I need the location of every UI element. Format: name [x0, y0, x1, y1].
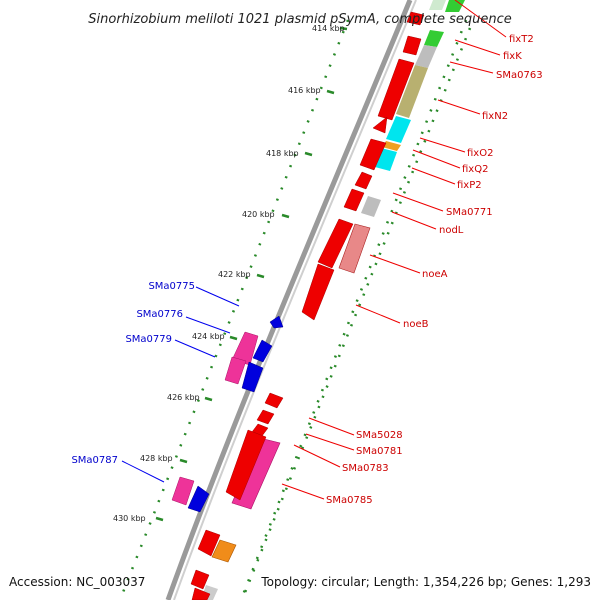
gene-label: SMa0783 [342, 463, 389, 474]
gene-label: fixO2 [467, 148, 493, 159]
gene-label: SMa5028 [356, 430, 403, 441]
label-leaders-left [121, 286, 240, 483]
gene-arrow [241, 361, 264, 393]
kbp-label: 424 kbp [192, 332, 225, 341]
gene-arrow [197, 529, 221, 557]
gene-block [224, 356, 247, 385]
kbp-label: 414 kbp [312, 24, 345, 33]
gene-label: fixT2 [509, 34, 534, 45]
gene-label: SMa0771 [446, 207, 493, 218]
gene-block [361, 196, 381, 217]
gene-label: fixQ2 [462, 164, 488, 175]
gene-labels-right: fixT2 fixK SMa0763 fixN2 fixO2 fixQ2 fix… [326, 34, 543, 506]
gene-label: nodL [439, 225, 464, 236]
gene-arrow [225, 429, 267, 501]
gene-block [429, 0, 446, 10]
kbp-label: 420 kbp [242, 210, 275, 219]
kbp-label: 418 kbp [266, 149, 299, 158]
accession-text: Accession: NC_003037 [9, 575, 145, 589]
gene-arrow [402, 35, 422, 56]
gene-block [171, 476, 195, 506]
topology-text: Topology: circular; Length: 1,354,226 bp… [260, 575, 591, 589]
gene-label: SMa0781 [356, 446, 403, 457]
gene-label: fixN2 [482, 111, 508, 122]
kbp-labels: 414 kbp 416 kbp 418 kbp 420 kbp 422 kbp … [113, 24, 345, 523]
gene-arrow [190, 569, 210, 590]
gene-block [382, 141, 401, 151]
kbp-label: 426 kbp [167, 393, 200, 402]
gene-arrow [269, 315, 284, 329]
gene-arrow [301, 263, 335, 321]
gene-arrow [264, 392, 284, 409]
gene-block [424, 30, 444, 47]
kbp-label: 422 kbp [218, 270, 251, 279]
backbone-highlight [173, 0, 417, 600]
inner-track-features [190, 11, 425, 600]
gene-label: noeB [403, 319, 429, 330]
gene-label: SMa0763 [496, 70, 543, 81]
gene-arrow [252, 339, 273, 363]
gene-arrow [317, 218, 354, 269]
gene-block [386, 116, 411, 143]
gene-label: fixP2 [457, 180, 482, 191]
outer-track-features [201, 0, 465, 600]
major-ticks [155, 26, 348, 522]
gene-label: SMa0787 [71, 455, 118, 466]
gene-label: noeA [422, 269, 448, 280]
gene-arrow [256, 409, 275, 425]
gene-block [415, 45, 437, 68]
gene-block [396, 65, 428, 118]
backbone-ring [165, 0, 413, 600]
gene-arrow [187, 485, 210, 513]
gene-label: SMa0779 [125, 334, 172, 345]
gene-arrow [343, 188, 365, 212]
label-leaders-right [281, 0, 507, 500]
gene-block [338, 223, 371, 274]
gene-block [445, 0, 465, 12]
inner-ring-right [240, 27, 472, 600]
gene-label: fixK [503, 51, 522, 62]
kbp-label: 416 kbp [288, 86, 321, 95]
gene-label: SMa0785 [326, 495, 373, 506]
map-title: Sinorhizobium meliloti 1021 plasmid pSym… [88, 12, 511, 27]
gene-arrow [372, 116, 388, 134]
gene-arrow [377, 58, 415, 121]
gene-arrow [406, 11, 425, 26]
reverse-strand-features [171, 315, 284, 513]
gene-label: SMa0775 [148, 281, 195, 292]
gene-arrow [354, 171, 373, 190]
gene-block [211, 539, 237, 563]
gene-arrow [359, 138, 387, 171]
gene-label: SMa0776 [136, 309, 183, 320]
gene-labels-left: SMa0775 SMa0776 SMa0779 SMa0787 [71, 281, 195, 466]
kbp-label: 430 kbp [113, 514, 146, 523]
outer-ring-right [239, 19, 468, 600]
kbp-label: 428 kbp [140, 454, 173, 463]
gene-arrow [191, 587, 211, 600]
